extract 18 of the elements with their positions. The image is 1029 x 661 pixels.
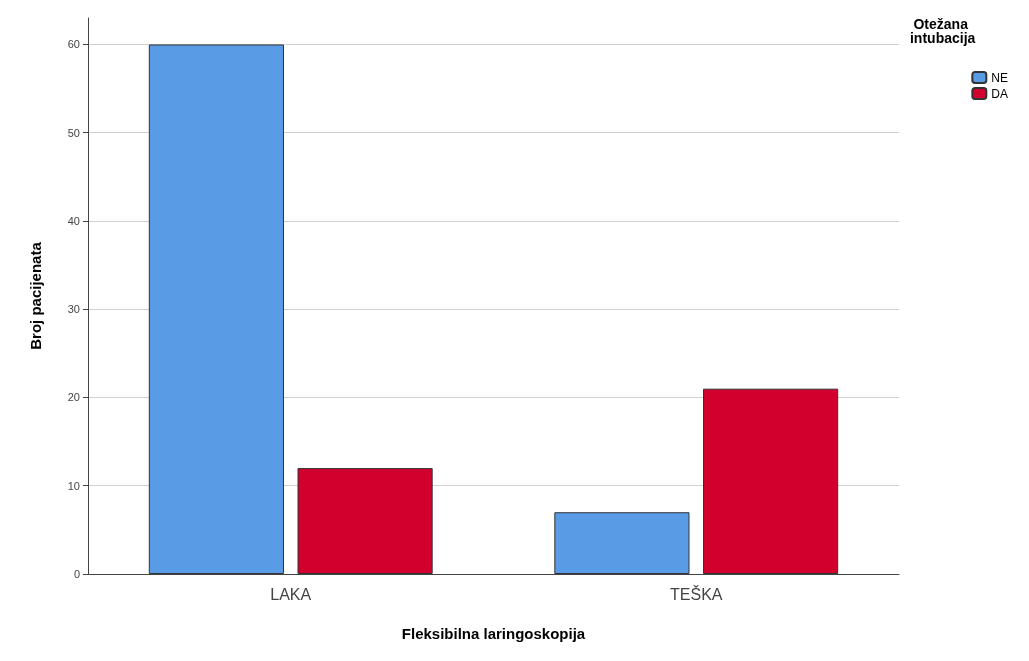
x-tick-label: TEŠKA (670, 584, 723, 603)
legend-label: DA (991, 86, 1008, 101)
bar (703, 388, 839, 574)
x-axis-title: Fleksibilna laringoskopija (401, 625, 586, 642)
bar (148, 44, 284, 574)
x-tick-label: LAKA (270, 585, 312, 603)
y-axis-title: Broj pacijenata (27, 241, 44, 350)
bar (554, 512, 690, 574)
y-tick-label: 10 (67, 479, 80, 492)
bar (297, 468, 433, 574)
legend-label: NE (991, 70, 1008, 85)
legend-title: Otežana intubacija (909, 16, 976, 46)
y-tick-label: 0 (73, 568, 80, 580)
y-tick-label: 20 (67, 391, 80, 404)
y-tick-label: 40 (67, 214, 80, 227)
y-tick-label: 60 (67, 38, 80, 51)
y-tick-label: 30 (67, 303, 80, 316)
y-tick-label: 50 (67, 126, 80, 139)
